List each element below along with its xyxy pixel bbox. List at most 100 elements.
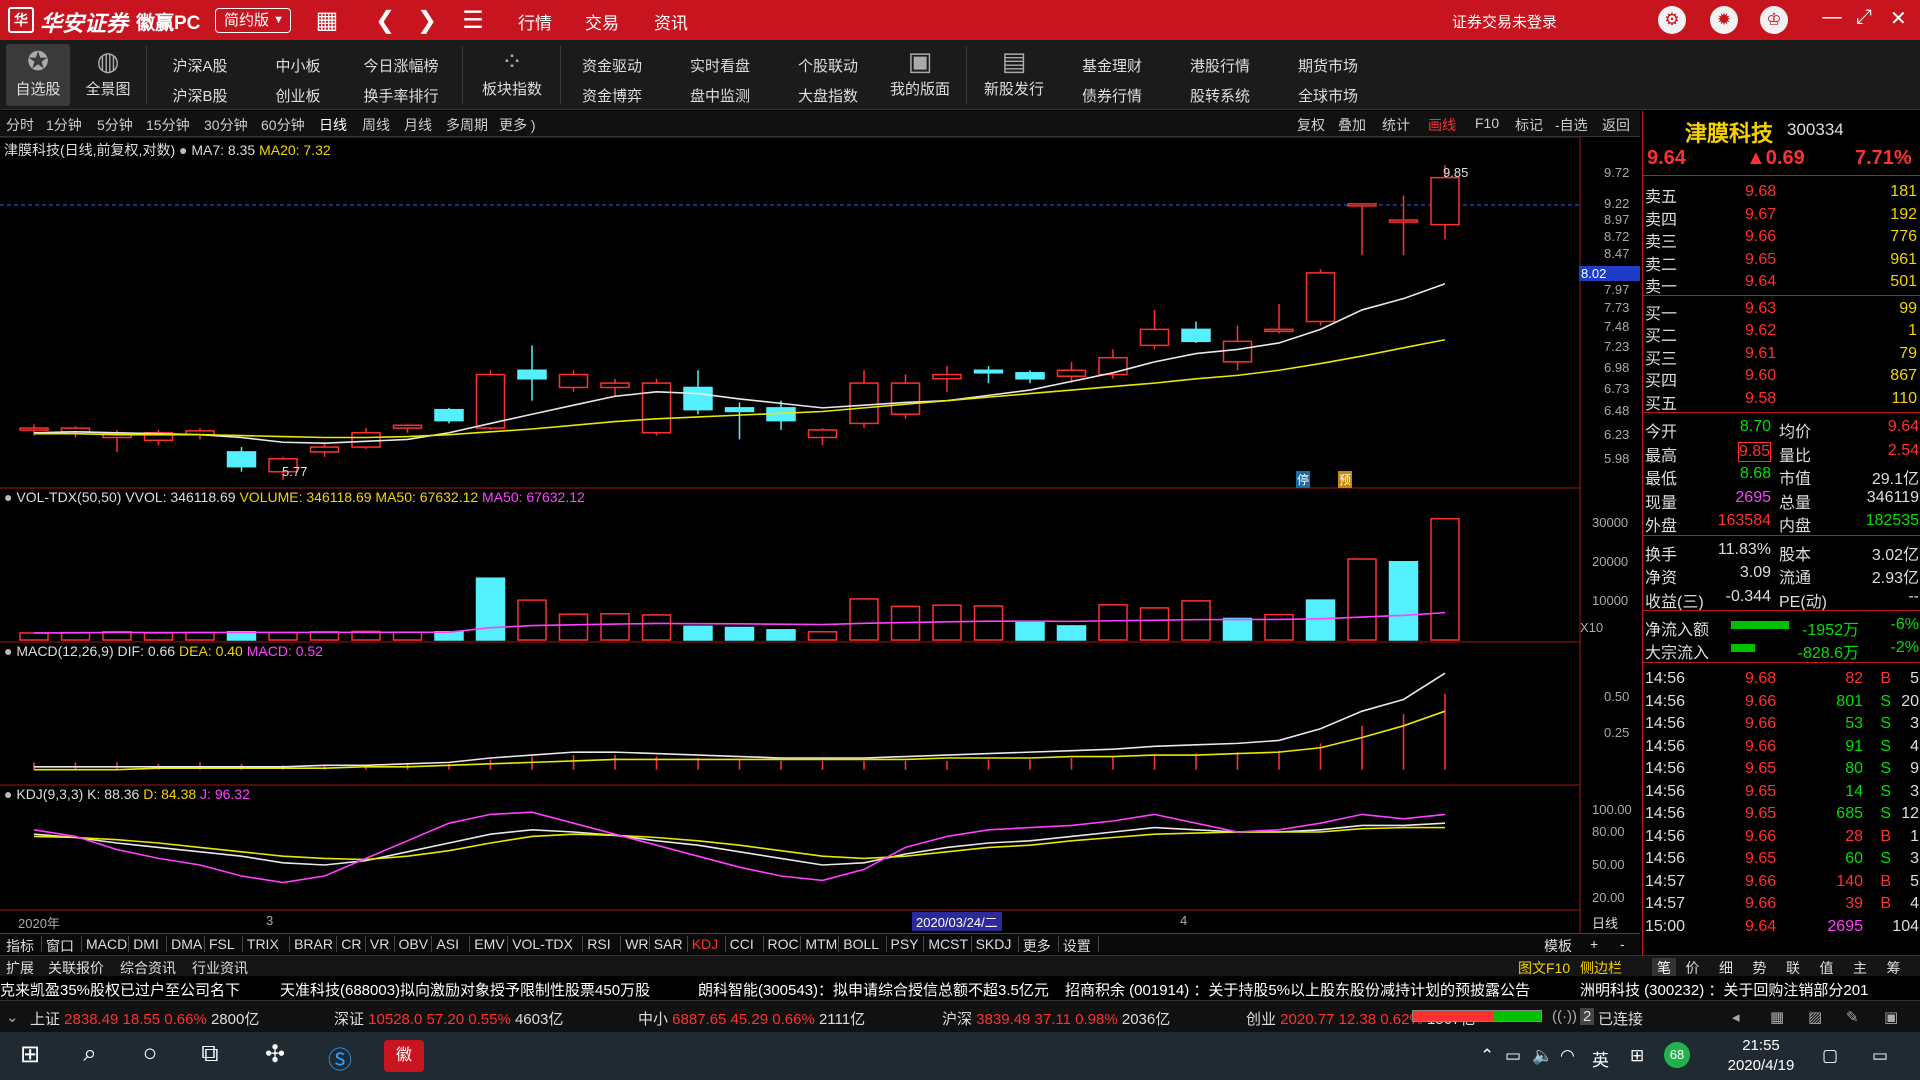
chinext-button[interactable]: 创业板 bbox=[275, 88, 321, 105]
tool-back[interactable]: 返回 bbox=[1602, 117, 1630, 133]
candle[interactable] bbox=[1430, 176, 1460, 226]
volume-bar[interactable] bbox=[1015, 621, 1045, 641]
app-s-icon[interactable]: Ⓢ bbox=[328, 1047, 352, 1074]
login-status[interactable]: 证券交易未登录 bbox=[1452, 14, 1558, 31]
notifications-icon[interactable]: ▢ bbox=[1822, 1046, 1839, 1065]
indicator-tab[interactable]: VOL-TDX bbox=[512, 936, 573, 952]
volume-bar[interactable] bbox=[19, 632, 49, 641]
watchlist-button[interactable]: ✪ 自选股 bbox=[6, 44, 70, 106]
candle[interactable] bbox=[1056, 369, 1087, 377]
edition-dropdown[interactable]: 简约版 ▼ bbox=[215, 8, 291, 33]
news-item[interactable]: 朗科智能(300543)：拟申请综合授信总额不超3.5亿元 bbox=[698, 982, 1049, 999]
volume-bar[interactable] bbox=[641, 614, 672, 641]
candle[interactable] bbox=[143, 432, 174, 442]
indicator-tab[interactable]: KDJ bbox=[691, 936, 719, 952]
indicator-tab[interactable]: BOLL bbox=[843, 936, 880, 952]
candle[interactable] bbox=[268, 458, 298, 473]
lock-icon[interactable]: ▣ bbox=[1884, 1009, 1899, 1026]
candle[interactable] bbox=[351, 432, 381, 448]
task-view-icon[interactable]: ⧉ bbox=[201, 1040, 219, 1067]
close-icon[interactable]: ✕ bbox=[1890, 8, 1907, 30]
candle[interactable] bbox=[226, 451, 257, 468]
volume-bar[interactable] bbox=[143, 632, 174, 641]
remove-button[interactable]: - bbox=[1620, 936, 1625, 952]
f10-link[interactable]: 图文F10 bbox=[1518, 960, 1571, 976]
bid-row[interactable]: 买一 9.63 99 bbox=[1643, 298, 1920, 323]
pin-icon[interactable]: ✎ bbox=[1846, 1009, 1859, 1026]
index-item[interactable]: 中小 6887.65 45.29 0.66% 2111亿 bbox=[638, 1008, 865, 1029]
search-icon[interactable]: ⌕ bbox=[83, 1040, 97, 1067]
clock[interactable]: 21:55 2020/4/19 bbox=[1716, 1036, 1806, 1076]
candle[interactable] bbox=[517, 369, 547, 380]
candle[interactable] bbox=[1347, 203, 1377, 207]
candle[interactable] bbox=[973, 369, 1004, 374]
candle[interactable] bbox=[683, 386, 713, 411]
period-tab[interactable]: 1分钟 bbox=[46, 117, 82, 133]
ask-row[interactable]: 卖三 9.66 776 bbox=[1643, 226, 1920, 251]
indicator-tab[interactable]: WR bbox=[625, 936, 649, 952]
gear-icon[interactable]: ✹ bbox=[1710, 6, 1738, 34]
news-ticker[interactable]: 克来凯盈35%股权已过户至公司名下 天准科技(688003)拟向激励对象授予限制… bbox=[0, 976, 1920, 1000]
sh-sz-a-button[interactable]: 沪深A股 bbox=[172, 58, 228, 75]
ask-row[interactable]: 卖五 9.68 181 bbox=[1643, 181, 1920, 206]
bid-row[interactable]: 买五 9.58 110 bbox=[1643, 388, 1920, 413]
candle[interactable] bbox=[1305, 272, 1336, 323]
volume-bar[interactable] bbox=[724, 626, 755, 641]
candle[interactable] bbox=[558, 373, 589, 389]
side-tab[interactable]: 筹 bbox=[1886, 960, 1901, 976]
keyboard-icon[interactable]: ▦ bbox=[1770, 1009, 1785, 1026]
indicator-tab[interactable]: MACD bbox=[86, 936, 128, 952]
side-tab[interactable]: 细 bbox=[1719, 960, 1733, 976]
volume-bar[interactable] bbox=[766, 629, 796, 641]
side-tab[interactable]: 势 bbox=[1752, 960, 1767, 976]
volume-bar[interactable] bbox=[1305, 599, 1336, 641]
period-tab[interactable]: 5分钟 bbox=[97, 117, 133, 133]
fund-game-button[interactable]: 资金博弈 bbox=[581, 88, 642, 105]
cortana-icon[interactable]: ○ bbox=[142, 1040, 158, 1067]
live-watch-button[interactable]: 实时看盘 bbox=[689, 58, 750, 75]
sub-tab[interactable]: 关联报价 bbox=[48, 960, 104, 976]
menu-quotes[interactable]: 行情 bbox=[518, 9, 552, 42]
global-market-button[interactable]: 全球市场 bbox=[1297, 88, 1358, 105]
volume-bar[interactable] bbox=[1264, 613, 1294, 641]
volume-bar[interactable] bbox=[849, 598, 879, 641]
volume-bar[interactable] bbox=[683, 625, 713, 641]
bond-quotes-button[interactable]: 债券行情 bbox=[1081, 88, 1142, 105]
index-item[interactable]: 沪深 3839.49 37.11 0.98% 2036亿 bbox=[942, 1008, 1170, 1029]
candle[interactable] bbox=[1222, 340, 1253, 363]
shirt-icon[interactable]: ♔ bbox=[1760, 6, 1788, 34]
fund-finance-button[interactable]: 基金理财 bbox=[1081, 58, 1142, 75]
tool-mark[interactable]: 标记 bbox=[1515, 117, 1543, 133]
news-item[interactable]: 天准科技(688003)拟向激励对象授予限制性股票450万股 bbox=[280, 982, 651, 999]
volume-bar[interactable] bbox=[1222, 617, 1253, 641]
intraday-monitor-button[interactable]: 盘中监测 bbox=[689, 88, 750, 105]
chart-canvas[interactable] bbox=[0, 137, 1640, 933]
security-badge[interactable]: 68 bbox=[1664, 1042, 1690, 1068]
volume-bar[interactable] bbox=[1430, 517, 1460, 641]
side-tab[interactable]: 主 bbox=[1853, 960, 1867, 976]
volume-bar[interactable] bbox=[268, 631, 298, 641]
volume-icon[interactable]: 🔈 bbox=[1532, 1046, 1554, 1065]
tool-draw[interactable]: 画线 bbox=[1428, 117, 1456, 133]
volume-bar[interactable] bbox=[1098, 604, 1128, 641]
period-tab[interactable]: 30分钟 bbox=[204, 117, 248, 133]
period-tab[interactable]: 15分钟 bbox=[146, 117, 190, 133]
volume-bar[interactable] bbox=[517, 599, 547, 641]
tool-f10[interactable]: F10 bbox=[1475, 115, 1500, 131]
volume-bar[interactable] bbox=[558, 613, 589, 641]
volume-bar[interactable] bbox=[973, 605, 1004, 641]
ipo-button[interactable]: ▤ 新股发行 bbox=[976, 44, 1052, 106]
candle[interactable] bbox=[600, 382, 630, 389]
period-tab[interactable]: 分时 bbox=[6, 117, 34, 133]
indicator-tab[interactable]: RSI bbox=[587, 936, 611, 952]
indicator-tab[interactable]: BRAR bbox=[294, 936, 333, 952]
indicator-tab[interactable]: CCI bbox=[729, 936, 754, 952]
period-tab[interactable]: 多周期 bbox=[446, 117, 488, 133]
candle[interactable] bbox=[641, 382, 672, 434]
candle[interactable] bbox=[19, 427, 49, 431]
period-tab[interactable]: 60分钟 bbox=[261, 117, 305, 133]
index-item[interactable]: 上证 2838.49 18.55 0.66% 2800亿 bbox=[30, 1008, 259, 1029]
side-tab[interactable]: 值 bbox=[1819, 960, 1834, 976]
indicator-tab[interactable]: 更多 bbox=[1022, 938, 1051, 954]
image-icon[interactable]: ▨ bbox=[1808, 1009, 1823, 1026]
